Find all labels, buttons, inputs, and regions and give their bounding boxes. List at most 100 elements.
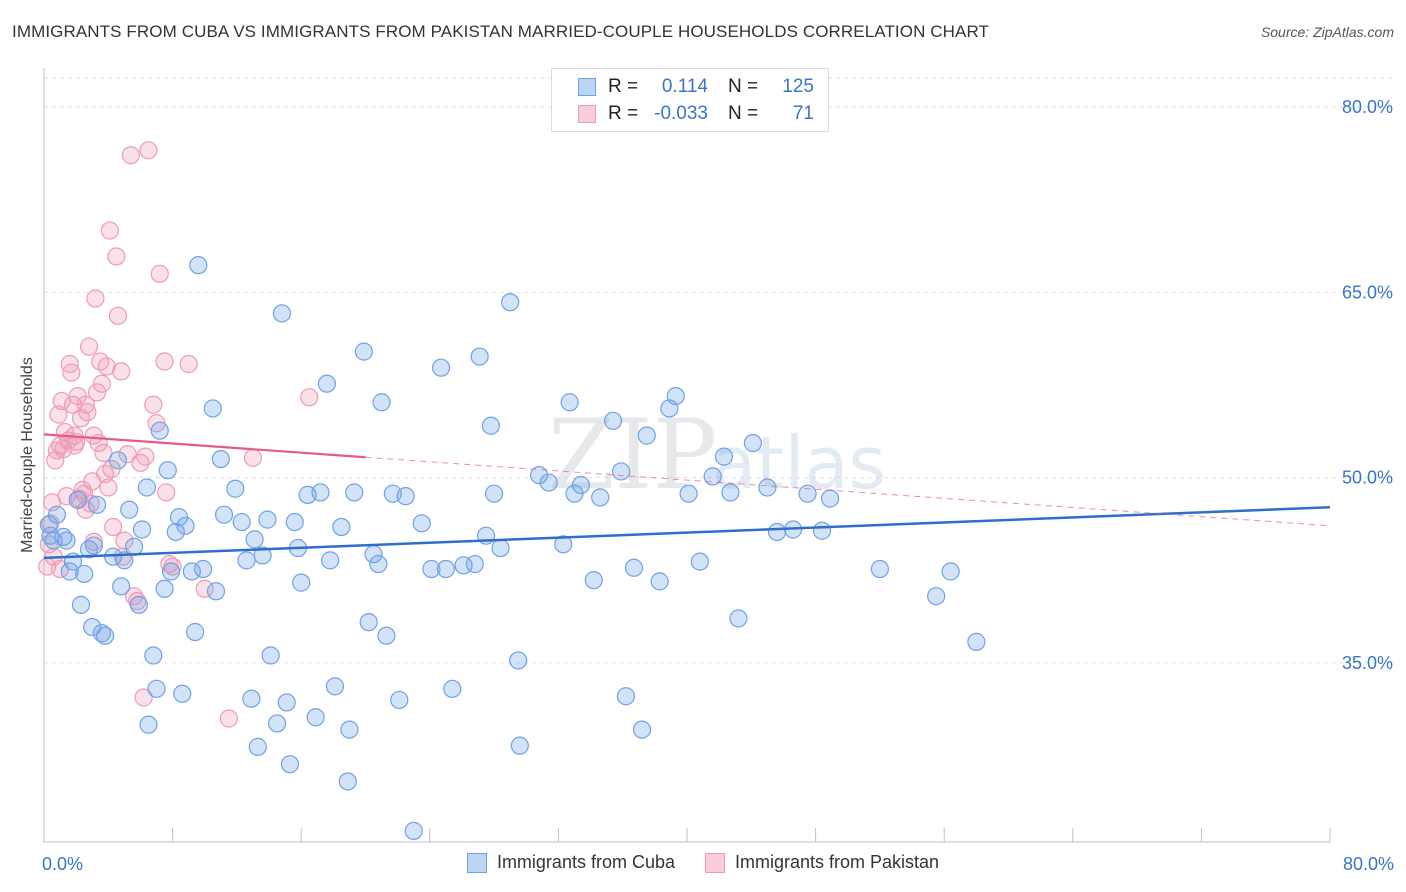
cuba-point	[226, 479, 245, 498]
cuba-point	[721, 483, 740, 502]
cuba-point	[155, 579, 174, 598]
y-tick-label: 65.0%	[1342, 282, 1393, 302]
cuba-point	[92, 624, 111, 643]
y-tick-label: 50.0%	[1342, 468, 1393, 488]
cuba-point	[359, 613, 378, 632]
x-tick-label-min: 0.0%	[42, 854, 83, 874]
cuba-point	[530, 466, 549, 485]
cuba-point	[292, 573, 311, 592]
cuba-point	[443, 679, 462, 698]
cuba-point	[510, 736, 529, 755]
cuba-point	[186, 622, 205, 642]
pakistan-point	[155, 352, 174, 371]
tick-labels: 35.0% 50.0% 65.0% 80.0% 0.0% 80.0%	[42, 97, 1394, 874]
cuba-point	[147, 679, 166, 698]
pakistan-point	[87, 383, 107, 402]
cuba-point	[267, 714, 287, 733]
cuba-swatch	[578, 78, 596, 96]
cuba-point	[941, 562, 960, 581]
cuba-point	[870, 559, 890, 579]
cuba-point	[173, 684, 192, 703]
pakistan-point	[86, 289, 105, 308]
cuba-point	[253, 546, 272, 565]
cuba-point	[166, 522, 185, 542]
pakistan-point	[136, 447, 155, 466]
cuba-point	[214, 505, 234, 524]
legend-item-pakistan[interactable]: Immigrants from Pakistan	[705, 852, 939, 873]
cuba-point	[345, 483, 364, 502]
cuba-point	[396, 487, 415, 506]
cuba-point	[690, 552, 709, 571]
pakistan-points	[38, 141, 319, 728]
cuba-point	[798, 484, 817, 503]
cuba-point	[372, 393, 391, 412]
cuba-point	[47, 505, 66, 524]
y-tick-label: 80.0%	[1342, 97, 1393, 117]
cuba-point	[83, 617, 102, 637]
pakistan-point	[100, 221, 120, 240]
cuba-point	[306, 708, 325, 727]
pakistan-trend-line	[43, 433, 366, 459]
legend-row-cuba: R = 0.114 N = 125	[578, 75, 814, 99]
cuba-point	[591, 488, 610, 507]
cuba-trend-line	[43, 506, 1331, 560]
cuba-point	[338, 772, 357, 791]
cuba-point	[203, 399, 222, 418]
cuba-point	[150, 421, 169, 440]
pakistan-point	[139, 141, 158, 160]
pakistan-point	[131, 453, 150, 472]
n-value: 125	[782, 76, 814, 97]
cuba-point	[311, 483, 330, 502]
cuba-legend-label: Immigrants from Cuba	[496, 852, 675, 872]
cuba-point	[68, 490, 87, 509]
cuba-point	[120, 500, 139, 519]
axes	[43, 68, 1331, 843]
cuba-point	[390, 690, 409, 710]
cuba-point	[650, 572, 669, 591]
cuba-point	[431, 358, 451, 377]
cuba-point	[272, 304, 292, 323]
cuba-point	[412, 514, 431, 533]
cuba-point	[211, 449, 230, 469]
pakistan-point	[76, 395, 95, 414]
cuba-point	[206, 582, 226, 601]
cuba-point	[729, 609, 748, 628]
cuba-point	[182, 562, 201, 581]
legend-item-cuba[interactable]: Immigrants from Cuba	[466, 852, 675, 873]
series-legend: Immigrants from Cuba Immigrants from Pak…	[0, 852, 1406, 873]
pakistan-point	[94, 443, 113, 463]
cuba-legend-swatch	[466, 852, 487, 873]
pakistan-point	[134, 688, 153, 707]
stats-legend: R = 0.114 N = 125 R = -0.033 N = 71	[551, 68, 829, 132]
pakistan-point	[62, 363, 81, 382]
cuba-point	[132, 520, 152, 539]
cuba-point	[743, 433, 763, 453]
cuba-point	[95, 626, 115, 645]
pakistan-legend-label: Immigrants from Pakistan	[735, 852, 940, 872]
pakistan-point	[92, 374, 111, 393]
cuba-point	[377, 626, 396, 645]
cuba-point	[232, 512, 251, 532]
cuba-point	[422, 559, 441, 579]
cuba-point	[637, 426, 656, 445]
n-label: N =	[728, 103, 759, 124]
cuba-point	[189, 256, 208, 275]
r-label: R =	[608, 76, 639, 97]
pakistan-point	[107, 247, 126, 266]
cuba-point	[176, 516, 195, 535]
pakistan-legend-swatch	[705, 852, 725, 873]
pakistan-point	[112, 362, 131, 381]
pakistan-point	[78, 403, 97, 422]
cuba-point	[554, 535, 573, 554]
cuba-point	[277, 693, 296, 712]
cuba-point	[481, 416, 500, 435]
cuba-point	[812, 521, 832, 540]
cuba-point	[57, 531, 76, 550]
cuba-point	[75, 564, 94, 584]
cuba-point	[714, 447, 734, 466]
pakistan-point	[157, 483, 176, 502]
pakistan-point	[243, 448, 263, 467]
cuba-point	[112, 577, 131, 596]
cuba-point	[280, 755, 300, 774]
